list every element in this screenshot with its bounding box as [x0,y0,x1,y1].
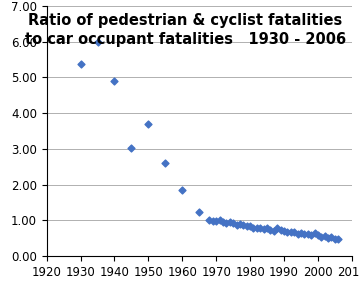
Point [264,226,270,230]
Point [247,223,253,228]
Point [285,230,290,235]
Point [288,230,294,235]
Point [302,232,307,236]
Point [332,237,338,242]
Point [312,231,317,236]
Point [196,210,202,215]
Text: Ratio of pedestrian & cyclist fatalities
to car occupant fatalities   1930 - 200: Ratio of pedestrian & cyclist fatalities… [25,13,346,47]
Point [291,230,297,234]
Point [325,235,331,240]
Point [274,226,280,231]
Point [315,233,321,238]
Point [220,220,226,225]
Point [145,121,151,126]
Point [322,233,327,238]
Point [217,218,223,223]
Point [230,221,236,225]
Point [308,233,314,237]
Point [210,219,216,223]
Point [241,223,246,228]
Point [244,223,250,228]
Point [305,232,311,237]
Point [129,146,134,150]
Point [213,218,219,223]
Point [278,228,284,233]
Point [267,227,273,232]
Point [78,62,83,66]
Point [281,228,287,233]
Point [112,79,117,83]
Point [237,222,243,226]
Point [251,226,256,230]
Point [271,228,277,233]
Point [298,230,304,235]
Point [261,226,266,231]
Point [234,222,239,227]
Point [257,226,263,230]
Point [180,188,185,192]
Point [328,235,334,239]
Point [95,39,101,44]
Point [318,235,324,239]
Point [224,221,229,225]
Point [163,161,168,166]
Point [206,218,212,222]
Point [227,219,233,224]
Point [335,237,341,242]
Point [295,231,300,236]
Point [254,226,260,231]
